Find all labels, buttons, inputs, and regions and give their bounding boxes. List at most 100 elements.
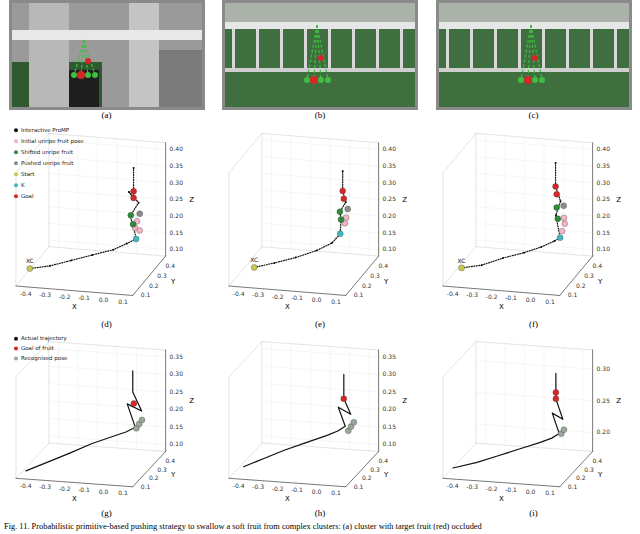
svg-text:-0.2: -0.2	[485, 485, 497, 492]
svg-text:X: X	[71, 303, 76, 311]
svg-text:-0.4: -0.4	[446, 290, 458, 297]
svg-text:0.1: 0.1	[354, 291, 364, 298]
svg-text:XC: XC	[250, 256, 258, 263]
svg-text:0.3: 0.3	[370, 466, 380, 473]
svg-text:0.1: 0.1	[545, 298, 555, 305]
svg-text:Z: Z	[616, 196, 621, 204]
svg-text:X: X	[498, 495, 503, 503]
svg-text:Y: Y	[170, 471, 176, 479]
svg-text:0.35: 0.35	[383, 353, 397, 360]
svg-text:-0.3: -0.3	[466, 291, 478, 298]
svg-text:0.30: 0.30	[596, 365, 610, 372]
svg-text:0.15: 0.15	[383, 229, 397, 236]
svg-text:0.0: 0.0	[98, 296, 108, 303]
svg-text:Interactive ProMP: Interactive ProMP	[20, 127, 69, 133]
svg-text:0.20: 0.20	[383, 405, 397, 412]
svg-text:0.1: 0.1	[140, 291, 150, 298]
svg-text:0.40: 0.40	[383, 145, 397, 152]
svg-text:-0.1: -0.1	[78, 486, 90, 493]
svg-text:K: K	[20, 182, 24, 188]
svg-text:0.2: 0.2	[362, 282, 372, 289]
svg-text:-0.3: -0.3	[252, 291, 264, 298]
svg-text:0.10: 0.10	[383, 245, 397, 252]
svg-text:XC: XC	[457, 257, 465, 264]
svg-text:Start: Start	[20, 171, 34, 177]
svg-text:-0.1: -0.1	[291, 294, 303, 301]
svg-text:Goal: Goal	[20, 193, 33, 199]
svg-text:-0.1: -0.1	[78, 294, 90, 301]
svg-text:Y: Y	[597, 278, 603, 286]
svg-text:0.25: 0.25	[169, 195, 183, 202]
svg-text:Z: Z	[616, 397, 621, 405]
svg-text:-0.4: -0.4	[233, 290, 245, 297]
svg-text:0.0: 0.0	[525, 488, 535, 495]
svg-text:0.0: 0.0	[98, 488, 108, 495]
svg-text:0.3: 0.3	[584, 466, 594, 473]
svg-text:0.30: 0.30	[169, 179, 183, 186]
svg-text:0.1: 0.1	[331, 298, 341, 305]
svg-text:0.3: 0.3	[157, 272, 167, 279]
svg-text:0.40: 0.40	[596, 145, 610, 152]
svg-text:0.30: 0.30	[383, 370, 397, 377]
svg-text:0.2: 0.2	[362, 474, 372, 481]
svg-text:0.2: 0.2	[576, 474, 586, 481]
svg-text:0.35: 0.35	[383, 162, 397, 169]
svg-text:0.2: 0.2	[149, 474, 159, 481]
svg-text:Y: Y	[597, 471, 603, 479]
svg-text:0.1: 0.1	[331, 489, 341, 496]
svg-text:XC: XC	[25, 257, 33, 264]
svg-text:Z: Z	[189, 397, 194, 405]
svg-text:-0.2: -0.2	[485, 293, 497, 300]
svg-text:-0.1: -0.1	[505, 486, 517, 493]
svg-text:-0.1: -0.1	[291, 486, 303, 493]
svg-text:-0.2: -0.2	[58, 485, 70, 492]
svg-text:0.1: 0.1	[545, 489, 555, 496]
svg-text:0.35: 0.35	[596, 162, 610, 169]
svg-text:0.25: 0.25	[383, 195, 397, 202]
svg-text:X: X	[498, 303, 503, 311]
svg-text:0.10: 0.10	[383, 440, 397, 447]
svg-text:0.25: 0.25	[596, 195, 610, 202]
svg-text:-0.3: -0.3	[252, 483, 264, 490]
svg-text:-0.3: -0.3	[466, 483, 478, 490]
svg-text:0.15: 0.15	[596, 229, 610, 236]
svg-text:0.4: 0.4	[592, 457, 602, 464]
svg-text:0.0: 0.0	[525, 296, 535, 303]
svg-text:0.10: 0.10	[169, 440, 183, 447]
svg-text:-0.1: -0.1	[505, 294, 517, 301]
svg-text:0.2: 0.2	[576, 282, 586, 289]
svg-text:Recognised pose: Recognised pose	[20, 355, 67, 362]
svg-text:0.4: 0.4	[592, 262, 602, 269]
svg-text:0.15: 0.15	[169, 423, 183, 430]
svg-text:-0.2: -0.2	[272, 485, 284, 492]
svg-text:Actual trajectory: Actual trajectory	[20, 335, 66, 342]
svg-text:0.35: 0.35	[169, 162, 183, 169]
svg-text:Y: Y	[383, 278, 389, 286]
svg-text:0.0: 0.0	[312, 488, 322, 495]
svg-text:0.25: 0.25	[169, 388, 183, 395]
svg-text:0.35: 0.35	[169, 353, 183, 360]
svg-text:Z: Z	[189, 196, 194, 204]
svg-text:0.30: 0.30	[596, 179, 610, 186]
svg-text:0.4: 0.4	[165, 457, 175, 464]
svg-text:0.10: 0.10	[169, 245, 183, 252]
svg-text:Shifted unripe fruit: Shifted unripe fruit	[20, 149, 73, 156]
svg-text:-0.2: -0.2	[272, 293, 284, 300]
svg-text:-0.4: -0.4	[19, 290, 31, 297]
svg-text:0.30: 0.30	[169, 370, 183, 377]
svg-text:0.1: 0.1	[567, 291, 577, 298]
svg-text:Z: Z	[402, 397, 407, 405]
svg-text:0.3: 0.3	[157, 466, 167, 473]
svg-text:Y: Y	[170, 278, 176, 286]
svg-text:-0.4: -0.4	[233, 482, 245, 489]
svg-text:0.1: 0.1	[118, 489, 128, 496]
svg-text:X: X	[285, 303, 290, 311]
svg-text:0.4: 0.4	[165, 262, 175, 269]
svg-text:0.20: 0.20	[169, 405, 183, 412]
svg-text:-0.4: -0.4	[19, 482, 31, 489]
svg-text:0.10: 0.10	[596, 245, 610, 252]
svg-text:0.20: 0.20	[383, 212, 397, 219]
svg-text:Initial unripe fruit pose: Initial unripe fruit pose	[20, 138, 83, 145]
svg-text:-0.3: -0.3	[39, 483, 51, 490]
svg-text:0.25: 0.25	[383, 388, 397, 395]
